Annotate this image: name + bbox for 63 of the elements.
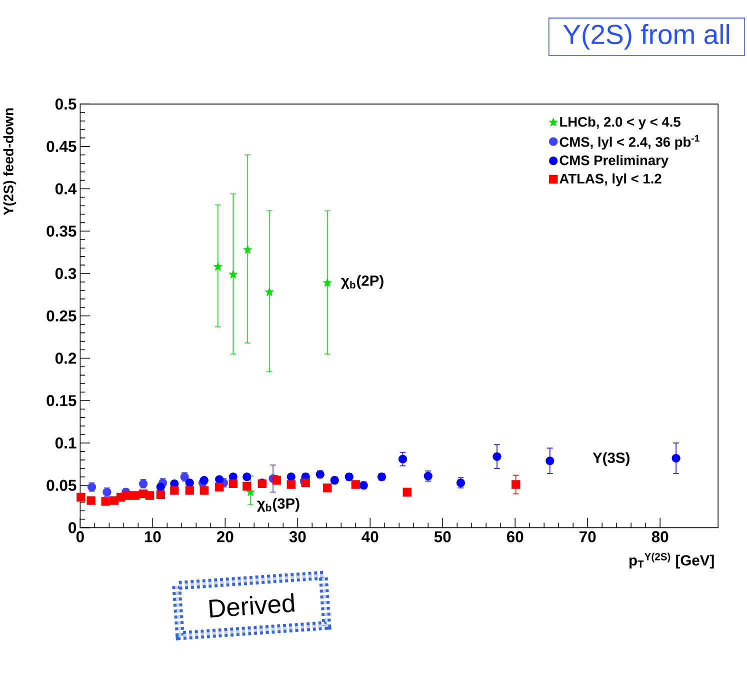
x-tick-label: 50 bbox=[434, 531, 451, 542]
point bbox=[546, 456, 554, 465]
point bbox=[214, 262, 222, 270]
annotation: χ$_{b}$(3P) bbox=[256, 498, 300, 512]
point bbox=[215, 474, 224, 484]
point bbox=[265, 288, 274, 296]
point bbox=[512, 480, 520, 489]
point bbox=[286, 480, 296, 489]
x-tick-label: 0 bbox=[76, 531, 84, 542]
point bbox=[170, 486, 179, 495]
point bbox=[86, 496, 96, 505]
point bbox=[242, 472, 252, 482]
x-tick-label: 80 bbox=[652, 531, 668, 542]
y-tick-label: 0.4 bbox=[55, 183, 77, 194]
point bbox=[228, 479, 238, 488]
point bbox=[323, 483, 332, 492]
point bbox=[145, 491, 154, 500]
point bbox=[200, 486, 208, 495]
y-tick-label: 0.25 bbox=[46, 310, 76, 322]
point bbox=[492, 452, 502, 461]
x-tick-label: 10 bbox=[144, 531, 161, 542]
point bbox=[228, 270, 238, 278]
x-tick-label: 40 bbox=[362, 531, 378, 542]
point bbox=[185, 478, 194, 487]
y-tick-label: 0.3 bbox=[55, 268, 76, 279]
point bbox=[246, 488, 255, 496]
point bbox=[101, 496, 110, 506]
annotation: Υ(3S) bbox=[592, 452, 630, 466]
x-tick-label: 70 bbox=[580, 531, 596, 542]
annotation: χ$_{b}$(2P) bbox=[341, 274, 384, 289]
y-tick-label: 0.1 bbox=[55, 437, 76, 448]
y-tick-label: 0.5 bbox=[55, 98, 76, 110]
y-tick-label: 0.45 bbox=[46, 140, 76, 152]
point bbox=[398, 454, 408, 464]
text: Derived bbox=[209, 593, 295, 618]
point bbox=[351, 480, 360, 489]
point bbox=[185, 486, 194, 495]
legend-label: LHCb, 2.0 < y < 4.5 bbox=[560, 116, 680, 130]
legend-label: CMS Preliminary bbox=[560, 154, 669, 168]
point bbox=[243, 245, 252, 254]
point bbox=[323, 278, 332, 286]
y-axis-title: Υ(2S) feed-down bbox=[3, 108, 16, 215]
chart-title: Υ(2S) from all bbox=[563, 24, 730, 50]
point bbox=[672, 454, 680, 462]
y-tick-label: 0 bbox=[68, 522, 76, 534]
point bbox=[215, 482, 224, 492]
y-tick-label: 0.35 bbox=[46, 225, 76, 237]
y-tick-label: 0.05 bbox=[46, 480, 76, 491]
point bbox=[76, 492, 86, 502]
x-axis-title: p$_{T}$$^{Υ(2S)}$ [GeV] bbox=[629, 552, 714, 568]
x-tick-label: 60 bbox=[506, 531, 524, 542]
x-tick-label: 20 bbox=[216, 531, 234, 542]
y-tick-label: 0.15 bbox=[46, 394, 76, 406]
legend-label: ATLAS, lyl < 1.2 bbox=[560, 173, 662, 186]
y-tick-label: 0.2 bbox=[55, 352, 76, 364]
x-tick-label: 30 bbox=[289, 531, 306, 542]
point bbox=[242, 482, 252, 490]
point bbox=[130, 491, 140, 500]
point bbox=[286, 472, 296, 482]
point bbox=[156, 490, 165, 499]
legend-label: CMS, lyl < 2.4, 36 pb$^{-1}$ bbox=[560, 134, 700, 150]
point bbox=[122, 491, 132, 500]
point bbox=[402, 488, 412, 496]
